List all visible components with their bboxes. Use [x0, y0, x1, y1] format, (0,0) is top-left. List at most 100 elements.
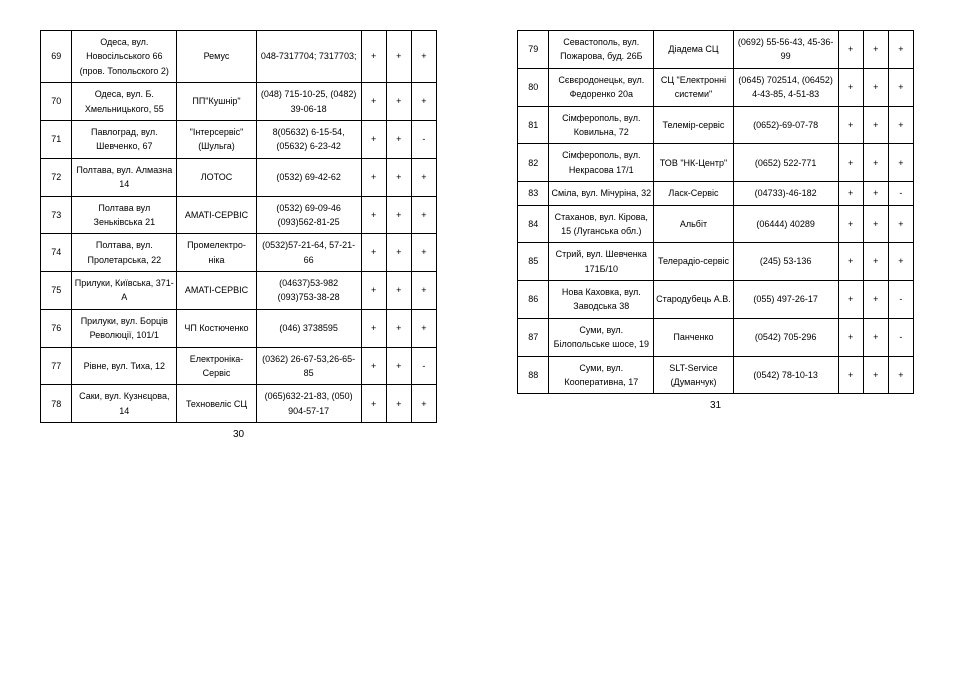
row-number: 83: [518, 182, 549, 205]
mark-2: +: [386, 385, 411, 423]
phone-cell: (0532)57-21-64, 57-21-66: [256, 234, 361, 272]
mark-3: +: [888, 356, 913, 394]
table-left: 69Одеса, вул. Новосільського 66 (пров. Т…: [40, 30, 437, 423]
row-number: 74: [41, 234, 72, 272]
company-cell: Техновеліс СЦ: [177, 385, 257, 423]
row-number: 77: [41, 347, 72, 385]
company-cell: Стародубець А.В.: [654, 281, 734, 319]
table-row: 88Суми, вул. Кооперативна, 17SLT-Service…: [518, 356, 914, 394]
address-cell: Прилуки, вул. Борців Революції, 101/1: [72, 309, 177, 347]
mark-2: +: [386, 83, 411, 121]
mark-1: +: [361, 31, 386, 83]
mark-1: +: [361, 196, 386, 234]
row-number: 84: [518, 205, 549, 243]
table-row: 78Саки, вул. Кузнєцова, 14Техновеліс СЦ(…: [41, 385, 437, 423]
mark-1: +: [838, 205, 863, 243]
mark-3: +: [411, 196, 436, 234]
mark-1: +: [838, 106, 863, 144]
mark-2: +: [863, 318, 888, 356]
mark-2: +: [386, 234, 411, 272]
company-cell: СЦ "Електронні системи": [654, 68, 734, 106]
phone-cell: 048-7317704; 7317703;: [256, 31, 361, 83]
row-number: 79: [518, 31, 549, 69]
mark-2: +: [863, 281, 888, 319]
company-cell: "Інтерсервіс" (Шульга): [177, 120, 257, 158]
table-row: 72Полтава, вул. Алмазна 14ЛОТОС(0532) 69…: [41, 158, 437, 196]
phone-cell: (04637)53-982 (093)753-38-28: [256, 272, 361, 310]
mark-1: +: [838, 144, 863, 182]
address-cell: Полтава вул Зеньківська 21: [72, 196, 177, 234]
address-cell: Сімферополь, вул. Некрасова 17/1: [549, 144, 654, 182]
table-row: 77Рівне, вул. Тиха, 12Електроніка-Сервіс…: [41, 347, 437, 385]
company-cell: Телемір-сервіс: [654, 106, 734, 144]
row-number: 86: [518, 281, 549, 319]
address-cell: Стрий, вул. Шевченка 171Б/10: [549, 243, 654, 281]
address-cell: Суми, вул. Білопольське шосе, 19: [549, 318, 654, 356]
row-number: 87: [518, 318, 549, 356]
phone-cell: (0645) 702514, (06452) 4-43-85, 4-51-83: [733, 68, 838, 106]
company-cell: Панченко: [654, 318, 734, 356]
address-cell: Одеса, вул. Б. Хмельницького, 55: [72, 83, 177, 121]
mark-2: +: [863, 205, 888, 243]
mark-2: +: [386, 309, 411, 347]
row-number: 88: [518, 356, 549, 394]
phone-cell: (046) 3738595: [256, 309, 361, 347]
row-number: 73: [41, 196, 72, 234]
table-row: 83Сміла, вул. Мічуріна, 32Ласк-Сервіс(04…: [518, 182, 914, 205]
mark-1: +: [361, 272, 386, 310]
address-cell: Полтава, вул. Алмазна 14: [72, 158, 177, 196]
table-row: 80Сєвєродонецьк, вул. Федоренко 20аСЦ "Е…: [518, 68, 914, 106]
table-row: 82Сімферополь, вул. Некрасова 17/1ТОВ "Н…: [518, 144, 914, 182]
company-cell: Ремус: [177, 31, 257, 83]
phone-cell: (0542) 78-10-13: [733, 356, 838, 394]
mark-1: +: [361, 234, 386, 272]
mark-3: +: [411, 234, 436, 272]
row-number: 76: [41, 309, 72, 347]
address-cell: Саки, вул. Кузнєцова, 14: [72, 385, 177, 423]
mark-2: +: [386, 272, 411, 310]
address-cell: Севастополь, вул. Пожарова, буд. 26Б: [549, 31, 654, 69]
company-cell: Діадема СЦ: [654, 31, 734, 69]
table-row: 79Севастополь, вул. Пожарова, буд. 26БДі…: [518, 31, 914, 69]
phone-cell: (0652)-69-07-78: [733, 106, 838, 144]
mark-3: +: [888, 205, 913, 243]
address-cell: Павлоград, вул. Шевченко, 67: [72, 120, 177, 158]
mark-3: +: [411, 385, 436, 423]
row-number: 85: [518, 243, 549, 281]
row-number: 82: [518, 144, 549, 182]
address-cell: Рівне, вул. Тиха, 12: [72, 347, 177, 385]
phone-cell: (0532) 69-42-62: [256, 158, 361, 196]
mark-1: +: [361, 309, 386, 347]
mark-3: +: [411, 158, 436, 196]
mark-2: +: [863, 68, 888, 106]
company-cell: SLT-Service (Думанчук): [654, 356, 734, 394]
address-cell: Сєвєродонецьк, вул. Федоренко 20а: [549, 68, 654, 106]
mark-3: +: [888, 243, 913, 281]
company-cell: Альбіт: [654, 205, 734, 243]
mark-2: +: [863, 356, 888, 394]
page-number-right: 31: [710, 400, 721, 411]
row-number: 81: [518, 106, 549, 144]
mark-1: +: [361, 347, 386, 385]
table-row: 76Прилуки, вул. Борців Революції, 101/1Ч…: [41, 309, 437, 347]
phone-cell: (048) 715-10-25, (0482) 39-06-18: [256, 83, 361, 121]
table-row: 84Стаханов, вул. Кірова, 15 (Луганська о…: [518, 205, 914, 243]
phone-cell: (0362) 26-67-53,26-65-85: [256, 347, 361, 385]
table-row: 71Павлоград, вул. Шевченко, 67"Інтерсерв…: [41, 120, 437, 158]
mark-1: +: [361, 83, 386, 121]
table-row: 73Полтава вул Зеньківська 21АМАТІ-СЕРВІС…: [41, 196, 437, 234]
page-right: 79Севастополь, вул. Пожарова, буд. 26БДі…: [517, 30, 914, 440]
mark-3: -: [411, 347, 436, 385]
row-number: 72: [41, 158, 72, 196]
mark-1: +: [838, 68, 863, 106]
company-cell: ЧП Костюченко: [177, 309, 257, 347]
mark-2: +: [386, 31, 411, 83]
row-number: 71: [41, 120, 72, 158]
mark-1: +: [361, 385, 386, 423]
company-cell: Телерадіо-сервіс: [654, 243, 734, 281]
pages-container: 69Одеса, вул. Новосільського 66 (пров. Т…: [0, 0, 954, 450]
mark-2: +: [386, 120, 411, 158]
phone-cell: (0692) 55-56-43, 45-36-99: [733, 31, 838, 69]
phone-cell: (055) 497-26-17: [733, 281, 838, 319]
address-cell: Суми, вул. Кооперативна, 17: [549, 356, 654, 394]
